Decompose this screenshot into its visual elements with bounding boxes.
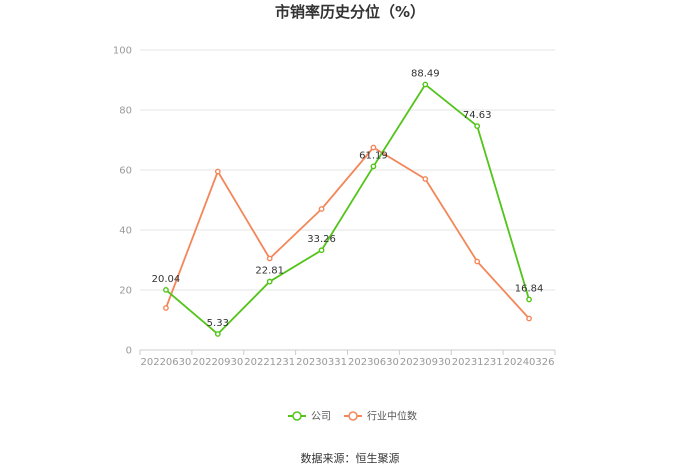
data-point[interactable] [266,278,273,285]
y-tick-label: 100 [113,46,132,57]
legend-label: 公司 [311,412,331,423]
legend-swatch-marker [292,411,302,421]
legend-item-0[interactable]: 公司 [288,411,331,423]
data-point[interactable] [422,81,429,88]
data-label: 5.33 [207,318,229,329]
x-tick-label: 20220630 [140,357,191,368]
data-point[interactable] [526,315,532,322]
x-tick-label: 20220930 [192,357,243,368]
grid [140,49,555,291]
data-point[interactable] [422,176,429,182]
data-point[interactable] [163,286,169,293]
legend[interactable]: 公司 行业中位数 [288,410,417,423]
data-point[interactable] [318,247,325,254]
y-tick-label: 80 [119,106,132,117]
x-tick-label: 20230331 [296,357,347,368]
legend-label: 行业中位数 [367,410,417,423]
y-tick-label: 20 [119,286,132,297]
data-source: 数据来源：恒生聚源 [301,451,400,465]
data-labels: 20.04 5.33 22.81 33.26 61.19 88.49 74.63 16.84 [152,69,544,329]
data-point[interactable] [214,168,221,175]
chart-title: 市销率历史分位（%） [275,3,425,21]
x-tick-label: 20231231 [452,357,503,368]
data-point[interactable] [163,305,169,311]
x-tick-label: 20230930 [400,357,451,368]
data-label: 20.04 [152,274,181,285]
data-label: 74.63 [463,110,492,121]
series-line-0 [165,83,530,335]
data-point[interactable] [370,163,377,170]
y-axis: 0 20 40 60 80 100 [113,46,132,357]
data-point[interactable] [266,255,273,262]
x-tick-label: 20230630 [348,357,399,368]
data-label: 61.19 [359,150,388,161]
x-axis: 20220630 20220930 20221231 20230331 20230630… [139,349,556,368]
data-label: 88.49 [411,69,440,80]
x-tick-label: 20240326 [504,357,555,368]
data-label: 33.26 [307,234,336,245]
data-label: 22.81 [255,266,284,277]
data-point[interactable] [526,296,532,303]
data-point[interactable] [214,331,221,337]
y-tick-label: 0 [126,346,132,357]
data-label: 16.84 [515,283,544,294]
data-point[interactable] [370,144,377,151]
y-tick-label: 40 [119,226,132,237]
data-point[interactable] [474,123,481,130]
legend-swatch-marker [348,411,358,421]
legend-item-1[interactable]: 行业中位数 [344,410,417,423]
x-tick-label: 20221231 [244,357,295,368]
series-line-1 [165,146,530,320]
series-lines [163,81,532,337]
data-point[interactable] [318,206,325,212]
y-tick-label: 60 [119,166,132,177]
data-point[interactable] [474,258,481,265]
